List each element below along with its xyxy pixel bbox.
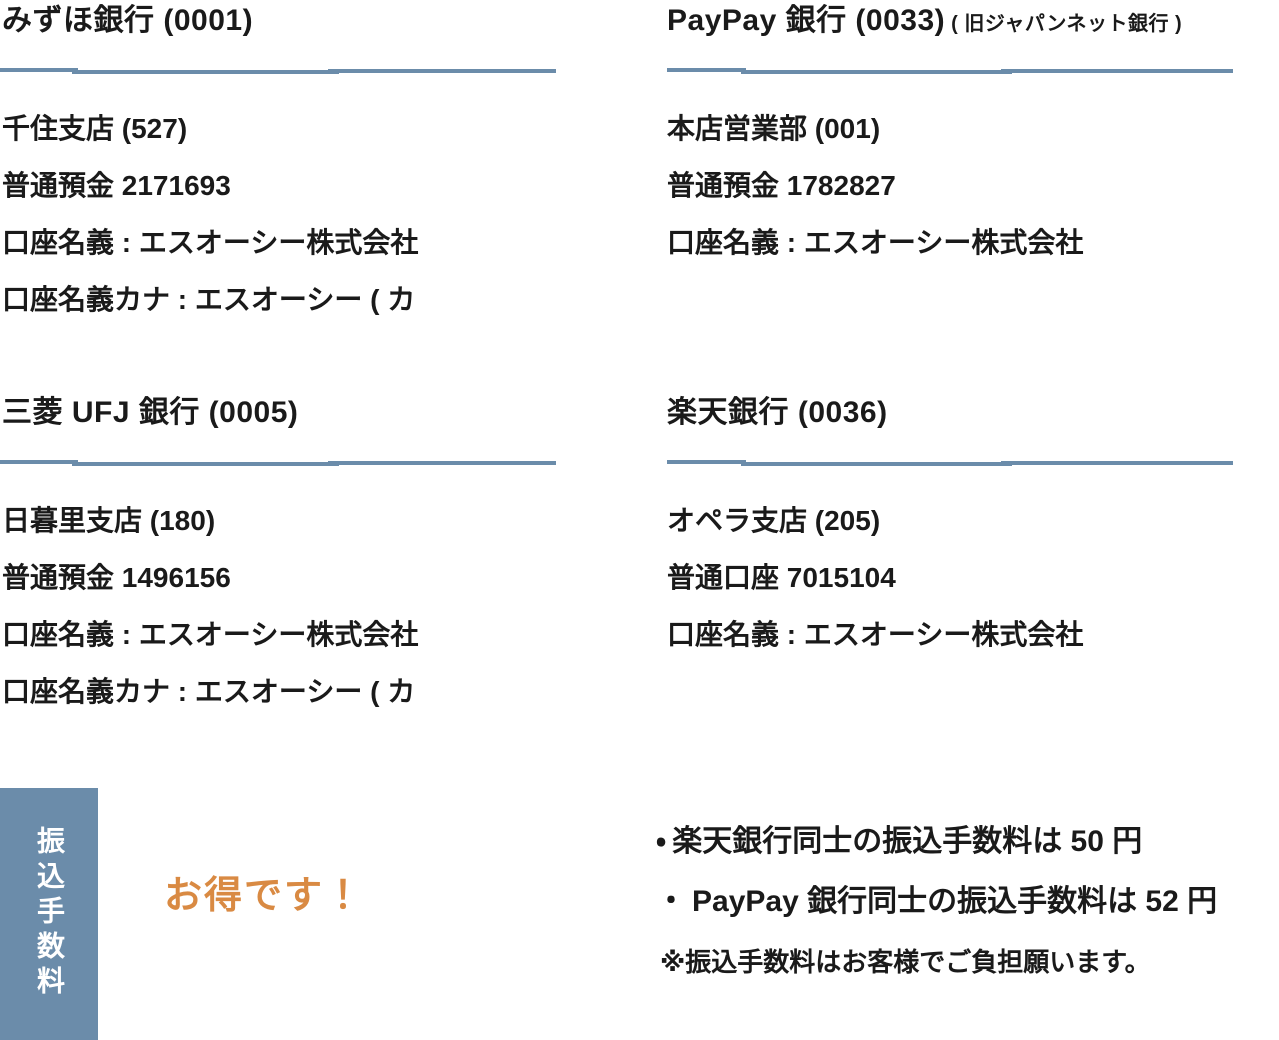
account-holder-kana-line: 口座名義カナ : エスオーシー ( カ xyxy=(2,676,416,707)
fee-note-text: ※振込手数料はお客様でご負担願います。 xyxy=(660,947,1151,977)
account-holder-line: 口座名義 : エスオーシー株式会社 xyxy=(2,619,419,650)
account-holder-kana-line: 口座名義カナ : エスオーシー ( カ xyxy=(2,284,416,315)
bank-name-mizuho: みずほ銀行 (0001) xyxy=(2,0,253,42)
bank-name-text: PayPay 銀行 (0033) xyxy=(667,4,946,37)
divider-segment xyxy=(72,462,340,466)
bank-name-text: 三菱 UFJ 銀行 (0005) xyxy=(2,396,299,429)
bank-name-text: 楽天銀行 (0036) xyxy=(667,396,888,429)
branch-line: 本店営業部 (001) xyxy=(667,113,881,144)
bullet-marker: ・ xyxy=(656,825,667,858)
bank-name-paypay: PayPay 銀行 (0033)( 旧ジャパンネット銀行 ) xyxy=(667,0,1182,45)
bank-former-name-note: ( 旧ジャパンネット銀行 ) xyxy=(951,13,1183,35)
section-divider xyxy=(0,459,556,467)
bullet-marker: ・ xyxy=(656,885,686,918)
bank-account-details: 本店営業部 (001) 普通預金 1782827 口座名義 : エスオーシー株式… xyxy=(667,100,1083,271)
fee-bullet-text: PayPay 銀行同士の振込手数料は 52 円 xyxy=(692,885,1218,918)
branch-line: 千住支店 (527) xyxy=(2,113,188,144)
bank-account-details: 千住支店 (527) 普通預金 2171693 口座名義 : エスオーシー株式会… xyxy=(2,100,418,328)
divider-segment xyxy=(667,460,747,464)
bank-account-details: オペラ支店 (205) 普通口座 7015104 口座名義 : エスオーシー株式… xyxy=(667,492,1083,663)
fee-bullet-text: 楽天銀行同士の振込手数料は 50 円 xyxy=(672,825,1143,858)
account-holder-line: 口座名義 : エスオーシー株式会社 xyxy=(667,619,1084,650)
divider-segment xyxy=(740,462,1013,466)
fee-bullet-rakuten: ・楽天銀行同士の振込手数料は 50 円 xyxy=(656,812,1217,872)
section-divider xyxy=(0,67,556,75)
bank-account-details: 日暮里支店 (180) 普通預金 1496156 口座名義 : エスオーシー株式… xyxy=(2,492,418,720)
branch-line: オペラ支店 (205) xyxy=(667,505,881,536)
divider-segment xyxy=(1000,69,1233,73)
section-divider xyxy=(667,67,1233,75)
account-holder-line: 口座名義 : エスオーシー株式会社 xyxy=(667,227,1084,258)
fee-bullet-paypay: ・ PayPay 銀行同士の振込手数料は 52 円 xyxy=(656,872,1217,932)
section-divider xyxy=(667,459,1233,467)
divider-segment xyxy=(740,70,1013,74)
divider-segment xyxy=(667,68,747,72)
bank-name-mufg: 三菱 UFJ 銀行 (0005) xyxy=(2,392,298,434)
fee-bullet-list: ・楽天銀行同士の振込手数料は 50 円 ・ PayPay 銀行同士の振込手数料は … xyxy=(656,812,1217,932)
divider-segment xyxy=(328,69,556,73)
branch-line: 日暮里支店 (180) xyxy=(2,505,216,536)
divider-segment xyxy=(0,460,78,464)
divider-segment xyxy=(0,68,78,72)
account-holder-line: 口座名義 : エスオーシー株式会社 xyxy=(2,227,419,258)
account-number-line: 普通預金 1782827 xyxy=(667,170,896,201)
divider-segment xyxy=(328,461,556,465)
transfer-fee-vertical-label: 振込手数料 xyxy=(34,826,65,1001)
account-number-line: 普通預金 1496156 xyxy=(2,562,231,593)
fee-highlight-text: お得です！ xyxy=(164,875,365,917)
account-number-line: 普通預金 2171693 xyxy=(2,170,231,201)
divider-segment xyxy=(72,70,340,74)
bank-name-text: みずほ銀行 (0001) xyxy=(2,4,254,37)
bank-name-rakuten: 楽天銀行 (0036) xyxy=(667,392,888,434)
divider-segment xyxy=(1000,461,1233,465)
transfer-fee-label-box: 振込手数料 xyxy=(0,788,98,1040)
account-number-line: 普通口座 7015104 xyxy=(667,562,896,593)
